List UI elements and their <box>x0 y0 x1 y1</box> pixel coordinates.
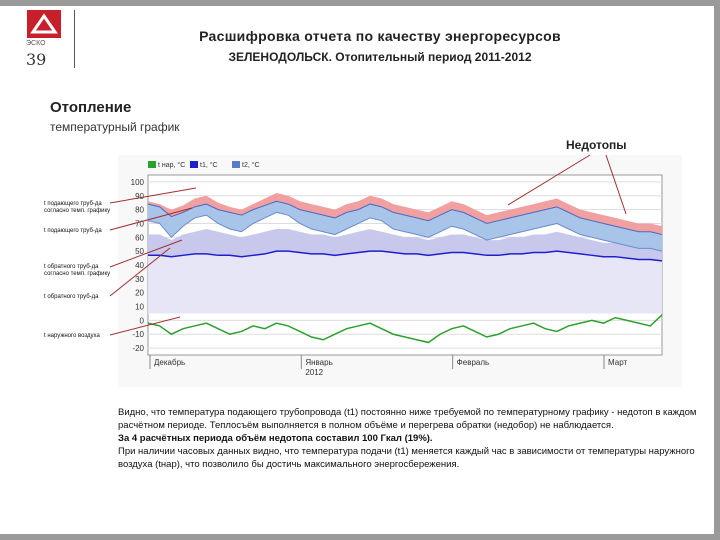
legend-swatch <box>232 161 240 168</box>
callout-t-outdoor: t наружного воздуха <box>44 333 100 339</box>
description-text: Видно, что температура подающего трубопр… <box>118 406 698 471</box>
nedotopy-label: Недотопы <box>566 138 627 152</box>
t1-required-band <box>148 193 662 235</box>
page-title: Расшифровка отчета по качеству энергорес… <box>199 28 561 44</box>
description-summary: За 4 расчётных периода объём недотопа со… <box>118 433 433 444</box>
logo-number: 39 <box>26 50 47 69</box>
x-tick-label: Декабрь <box>154 358 185 367</box>
y-tick-label: 10 <box>135 303 144 312</box>
logo-text: ЭСКО <box>26 40 46 47</box>
chart-panel: -20 -10 0 10 20 30 40 50 60 70 80 90 100 t нар, °C t1,… <box>118 155 682 387</box>
page-subtitle: ЗЕЛЕНОДОЛЬСК. Отопительный период 2011-2… <box>228 50 532 64</box>
legend-swatch <box>190 161 198 168</box>
x-tick-year: 2012 <box>305 368 323 377</box>
t-outdoor-line <box>147 314 663 344</box>
legend-label: t2, °C <box>242 161 260 169</box>
legend-swatch <box>148 161 156 168</box>
legend-label: t нар, °C <box>158 161 185 169</box>
x-tick-label: Февраль <box>457 358 490 367</box>
y-tick-label: 40 <box>135 261 144 270</box>
y-tick-label: 70 <box>135 219 144 228</box>
section-title: Отопление <box>50 99 132 116</box>
t2-fill-area <box>148 251 662 314</box>
description-paragraph: При наличии часовых данных видно, что те… <box>118 446 695 470</box>
t2-required-area <box>148 229 662 261</box>
callout-t1-required: t подающего труб-да согласно темп. графи… <box>44 201 111 214</box>
description-paragraph: Видно, что температура подающего трубопр… <box>118 407 697 431</box>
callout-t2: t обратного труб-да <box>44 294 99 300</box>
t2-line <box>148 250 663 262</box>
y-tick-label: 30 <box>135 275 144 284</box>
y-tick-label: 20 <box>135 289 144 298</box>
y-tick-label: 50 <box>135 247 144 256</box>
bottom-frame-bar <box>0 534 720 540</box>
callout-t2-required: t обратного труб-да согласно темп. графи… <box>44 264 111 277</box>
company-logo: ЭСКО 39 <box>20 8 72 70</box>
legend-label: t1, °C <box>200 161 218 169</box>
y-tick-label: -20 <box>132 344 144 353</box>
x-tick-label: Январь <box>305 358 332 367</box>
top-frame-bar <box>0 0 720 6</box>
logo-emblem-icon <box>27 10 61 38</box>
y-tick-label: 90 <box>135 192 144 201</box>
y-tick-label: 0 <box>140 316 145 325</box>
y-tick-label: 100 <box>131 178 145 187</box>
y-tick-label: 80 <box>135 206 144 215</box>
y-tick-label: 60 <box>135 233 144 242</box>
t1-lower-line <box>147 211 663 252</box>
right-frame-bar <box>714 0 720 540</box>
t1-line <box>147 200 663 236</box>
y-tick-label: -10 <box>132 330 144 339</box>
temperature-chart: -20 -10 0 10 20 30 40 50 60 70 80 90 100 t нар, °C t1,… <box>131 161 663 377</box>
t1-range-band <box>148 201 662 252</box>
x-tick-label: Март <box>608 358 627 367</box>
section-subtitle: температурный график <box>50 120 180 134</box>
callout-t1: t подающего труб-да <box>44 228 102 234</box>
header-divider <box>74 10 75 68</box>
